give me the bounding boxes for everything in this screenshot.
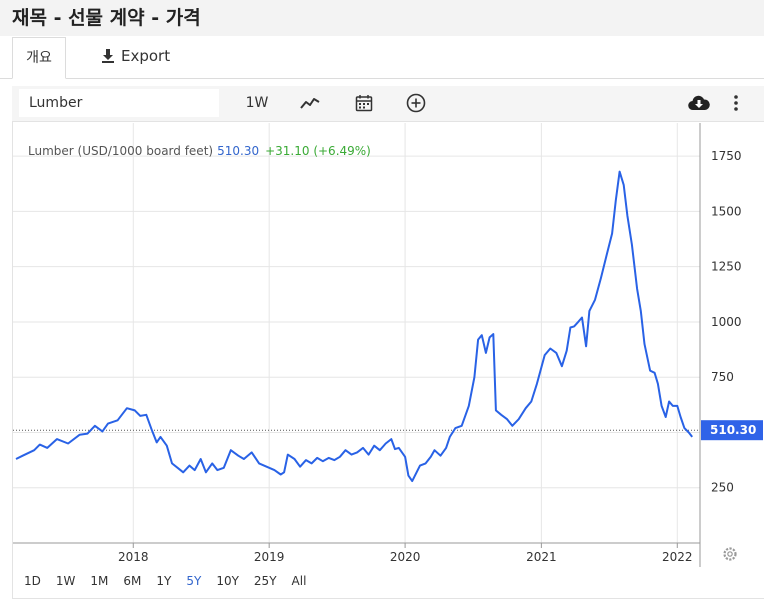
- range-button-6m[interactable]: 6M: [123, 574, 142, 588]
- legend-change: +31.10 (+6.49%): [265, 144, 371, 158]
- last-price-label: 510.30: [710, 423, 756, 437]
- range-button-25y[interactable]: 25Y: [253, 574, 277, 588]
- export-label: Export: [121, 47, 171, 65]
- range-button-1y[interactable]: 1Y: [156, 574, 172, 588]
- range-selector: 1D 1W 1M 6M 1Y 5Y 10Y 25Y All: [24, 574, 321, 588]
- y-tick-label: 1250: [711, 260, 742, 274]
- range-button-5y[interactable]: 5Y: [186, 574, 202, 588]
- range-button-all[interactable]: All: [291, 574, 307, 588]
- add-indicator-button[interactable]: [404, 91, 428, 115]
- cloud-download-icon: [688, 95, 710, 111]
- more-vertical-icon: [734, 95, 738, 111]
- legend-price: 510.30: [217, 144, 260, 158]
- y-tick-label: 250: [711, 481, 734, 495]
- date-range-button[interactable]: [352, 91, 376, 115]
- export-button[interactable]: Export: [100, 47, 170, 65]
- download-chart-button[interactable]: [686, 91, 712, 115]
- y-tick-label: 1000: [711, 315, 742, 329]
- chart-type-button[interactable]: [296, 91, 324, 115]
- x-tick-label: 2020: [390, 550, 421, 564]
- range-button-1m[interactable]: 1M: [90, 574, 109, 588]
- x-tick-label: 2021: [526, 550, 557, 564]
- more-options-button[interactable]: [726, 91, 746, 115]
- tab-overview[interactable]: 개요: [12, 37, 66, 79]
- tab-bar: [0, 36, 764, 79]
- chart-legend: Lumber (USD/1000 board feet) 510.30 +31.10…: [28, 144, 371, 158]
- x-tick-label: 2018: [118, 550, 149, 564]
- x-tick-label: 2019: [254, 550, 285, 564]
- series-line: [15, 170, 693, 483]
- calendar-icon: [355, 95, 373, 112]
- range-button-10y[interactable]: 10Y: [216, 574, 239, 588]
- x-tick-label: 2022: [662, 550, 693, 564]
- interval-button[interactable]: 1W: [245, 95, 269, 111]
- range-button-1d[interactable]: 1D: [24, 574, 41, 588]
- y-tick-label: 1750: [711, 149, 742, 163]
- page-title: 재목 - 선물 계약 - 가격: [12, 7, 201, 29]
- download-icon: [102, 49, 114, 63]
- settings-icon[interactable]: [723, 547, 737, 561]
- add-circle-icon: [406, 93, 426, 113]
- y-tick-label: 750: [711, 370, 734, 384]
- symbol-search-input[interactable]: [19, 89, 219, 117]
- range-button-1w[interactable]: 1W: [55, 574, 76, 588]
- y-tick-label: 1500: [711, 204, 742, 218]
- legend-series-name: Lumber (USD/1000 board feet): [28, 144, 214, 158]
- chart-panel: [12, 86, 764, 599]
- line-chart-icon: [300, 98, 320, 109]
- last-price-label-bg: [701, 420, 763, 441]
